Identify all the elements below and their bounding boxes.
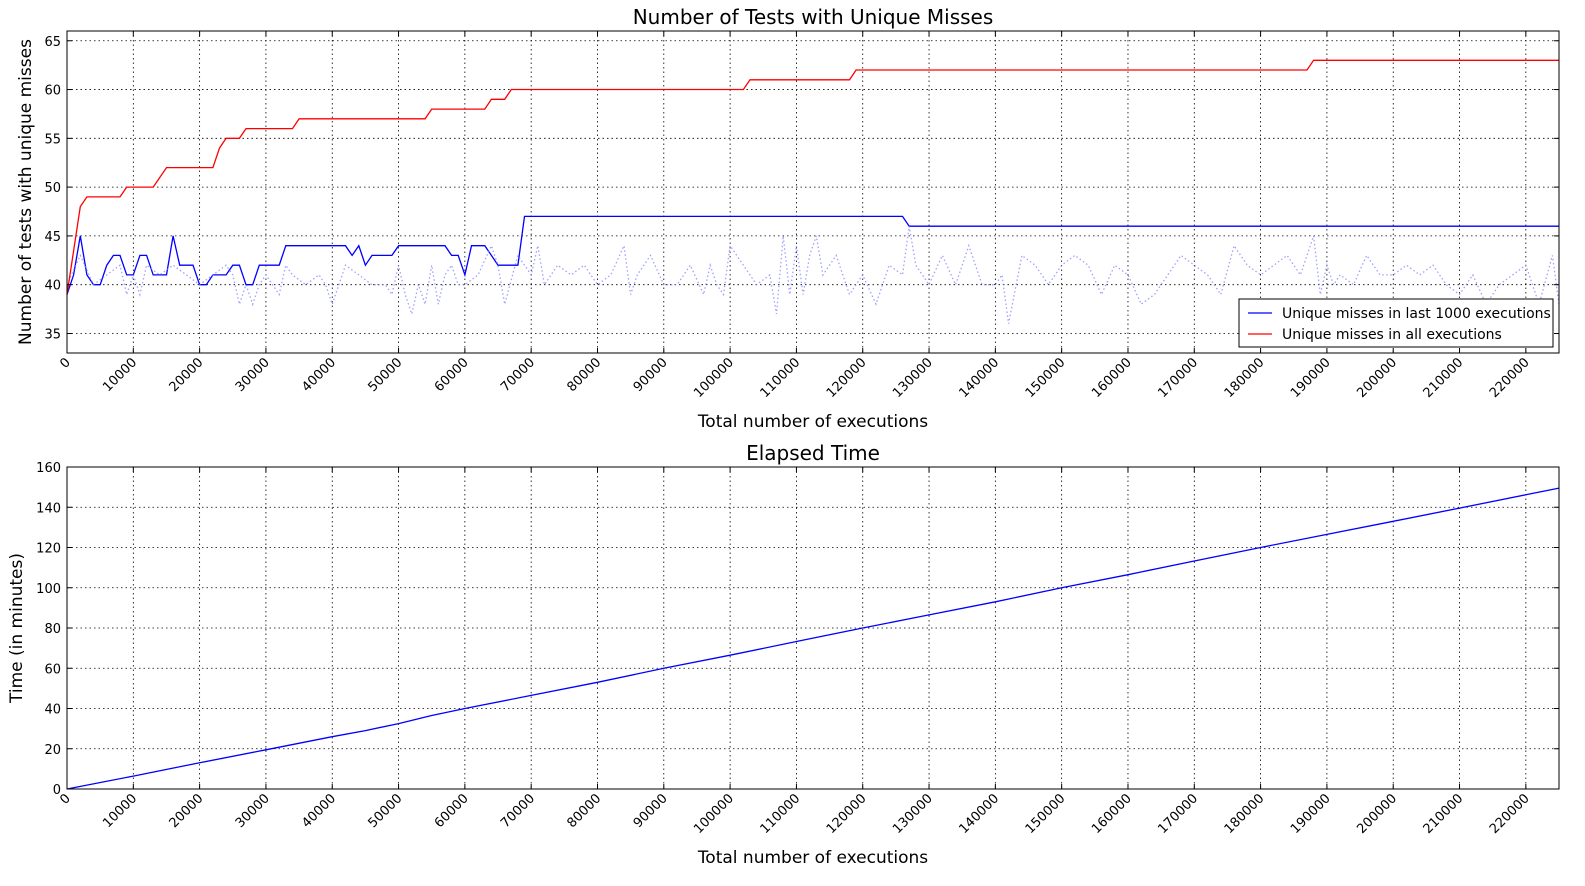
misses-x-tick-label: 70000 (498, 355, 538, 395)
time-x-tick-label: 110000 (758, 791, 804, 837)
misses-y-tick-label: 50 (44, 181, 61, 196)
time-x-tick-label: 90000 (631, 791, 671, 831)
misses-x-tick-label: 100000 (691, 355, 737, 401)
misses-x-tick-label: 130000 (890, 355, 936, 401)
misses-y-tick-label: 55 (44, 132, 61, 147)
time-x-tick-label: 100000 (691, 791, 737, 837)
misses-y-tick-label: 60 (44, 84, 61, 99)
misses-x-tick-label: 190000 (1288, 355, 1334, 401)
misses-x-tick-label: 30000 (233, 355, 273, 395)
time-x-tick-label: 40000 (299, 791, 339, 831)
misses-x-tick-label: 20000 (167, 355, 207, 395)
time-x-axis-label: Total number of executions (697, 848, 928, 868)
misses-x-tick-label: 160000 (1089, 355, 1135, 401)
legend-label: Unique misses in last 1000 executions (1282, 306, 1551, 322)
time-y-tick-label: 140 (36, 501, 61, 516)
misses-x-tick-label: 60000 (432, 355, 472, 395)
misses-series-2 (67, 60, 1559, 294)
time-x-tick-label: 60000 (432, 791, 472, 831)
misses-x-tick-label: 200000 (1354, 355, 1400, 401)
legend-label: Unique misses in all executions (1282, 327, 1502, 343)
time-y-tick-label: 60 (44, 662, 61, 677)
time-y-tick-label: 100 (36, 582, 61, 597)
misses-x-tick-label: 80000 (564, 355, 604, 395)
time-x-tick-label: 210000 (1421, 791, 1467, 837)
time-x-tick-label: 180000 (1222, 791, 1268, 837)
time-y-tick-label: 80 (44, 622, 61, 637)
time-x-tick-label: 140000 (956, 791, 1002, 837)
time-x-tick-label: 130000 (890, 791, 936, 837)
misses-x-tick-label: 90000 (631, 355, 671, 395)
misses-y-tick-label: 40 (44, 279, 61, 294)
time-x-tick-label: 150000 (1023, 791, 1069, 837)
misses-x-tick-label: 40000 (299, 355, 339, 395)
misses-x-tick-label: 210000 (1421, 355, 1467, 401)
misses-x-tick-label: 120000 (824, 355, 870, 401)
misses-y-tick-label: 35 (44, 327, 61, 342)
misses-x-axis-label: Total number of executions (697, 412, 928, 432)
elapsed-time-chart: 0 10000 20000 30000 40000 50000 60000 70000 8000… (7, 441, 1559, 868)
misses-x-tick-label: 10000 (100, 355, 140, 395)
misses-x-tick-label: 140000 (956, 355, 1002, 401)
time-y-tick-label: 120 (36, 542, 61, 557)
misses-x-tick-label: 50000 (366, 355, 406, 395)
time-y-tick-label: 160 (36, 461, 61, 476)
misses-y-tick-label: 45 (44, 230, 61, 245)
misses-x-tick-label: 110000 (758, 355, 804, 401)
time-x-tick-label: 160000 (1089, 791, 1135, 837)
time-x-tick-label: 120000 (824, 791, 870, 837)
time-x-tick-label: 30000 (233, 791, 273, 831)
time-x-tick-label: 10000 (100, 791, 140, 831)
time-y-tick-label: 20 (44, 743, 61, 758)
time-chart-title: Elapsed Time (746, 441, 880, 465)
time-x-tick-label: 220000 (1487, 791, 1533, 837)
misses-x-tick-label: 150000 (1023, 355, 1069, 401)
misses-x-tick-label: 170000 (1155, 355, 1201, 401)
time-x-tick-label: 20000 (167, 791, 207, 831)
time-x-tick-label: 80000 (564, 791, 604, 831)
misses-x-tick-label: 220000 (1487, 355, 1533, 401)
time-x-tick-label: 190000 (1288, 791, 1334, 837)
misses-y-tick-label: 65 (44, 35, 61, 50)
misses-x-tick-label: 180000 (1222, 355, 1268, 401)
misses-y-axis-label: Number of tests with unique misses (16, 39, 36, 345)
misses-chart-title: Number of Tests with Unique Misses (633, 5, 994, 29)
time-x-tick-label: 50000 (366, 791, 406, 831)
time-x-tick-label: 70000 (498, 791, 538, 831)
time-y-tick-label: 0 (53, 783, 61, 798)
time-x-tick-label: 170000 (1155, 791, 1201, 837)
time-axes-frame (67, 467, 1559, 789)
misses-x-tick-label: 0 (57, 355, 73, 371)
time-x-tick-label: 200000 (1354, 791, 1400, 837)
time-y-axis-label: Time (in minutes) (7, 553, 27, 704)
time-series-0 (67, 488, 1559, 789)
unique-misses-chart: 0 10000 20000 30000 40000 50000 60000 70000 8000… (16, 5, 1559, 432)
time-y-tick-label: 40 (44, 703, 61, 718)
